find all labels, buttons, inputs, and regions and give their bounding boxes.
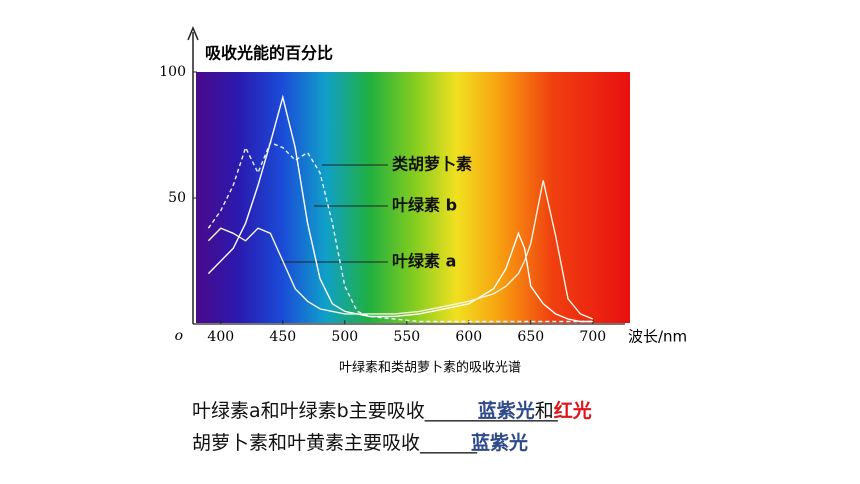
blank: ______ xyxy=(420,432,478,454)
series-line xyxy=(207,94,593,323)
x-tick-label: 650 xyxy=(517,329,544,345)
y-axis-title: 吸收光能的百分比 xyxy=(205,44,333,63)
series-line xyxy=(207,180,594,320)
x-tick-label: 550 xyxy=(393,329,420,345)
answer: 红光 xyxy=(553,400,592,422)
series-line xyxy=(207,141,593,323)
prompt: 叶绿素a和叶绿素b主要吸收 xyxy=(192,400,425,422)
question-2: 胡萝卜素和叶黄素主要吸收______蓝紫光 xyxy=(192,428,528,455)
blank: ______________ xyxy=(424,400,558,422)
conj: 和 xyxy=(534,400,554,422)
answer: 蓝紫光 xyxy=(471,432,529,454)
x-tick-label: 400 xyxy=(207,329,234,345)
x-axis-label: 波长/nm xyxy=(628,328,687,346)
series-label: 叶绿素 b xyxy=(392,196,457,215)
y-axis-arrow xyxy=(187,26,199,41)
answer: 蓝紫光 xyxy=(477,400,535,422)
chart: 吸收光能的百分比 波长/nm 叶绿素和类胡萝卜素的吸收光谱 o 50 100 400 4… xyxy=(159,26,687,376)
y-tick-label: 100 xyxy=(159,64,186,80)
leaders xyxy=(280,164,388,263)
series-label: 叶绿素 a xyxy=(392,252,456,271)
x-tick-label: 500 xyxy=(331,329,358,345)
x-tick-label: 600 xyxy=(455,329,482,345)
y-tick-label: o xyxy=(175,328,183,344)
prompt: 胡萝卜素和叶黄素主要吸收 xyxy=(192,432,421,454)
caption: 叶绿素和类胡萝卜素的吸收光谱 xyxy=(339,360,521,376)
y-tick-label: 50 xyxy=(168,190,186,206)
question-1: 叶绿素a和叶绿素b主要吸收______________蓝紫光和红光 xyxy=(192,396,592,423)
series-label: 类胡萝卜素 xyxy=(392,155,472,174)
spectrum-background xyxy=(196,72,630,323)
x-tick-label: 700 xyxy=(579,329,606,345)
x-tick-label: 450 xyxy=(269,329,296,345)
